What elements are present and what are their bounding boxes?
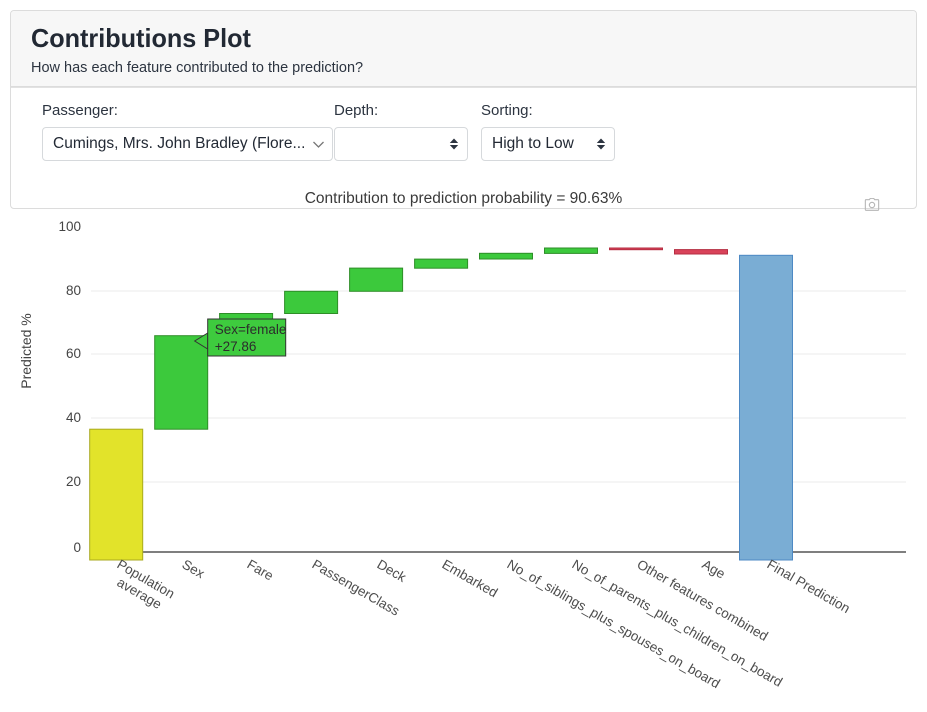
svg-text:+27.86: +27.86 (215, 339, 257, 354)
svg-text:80: 80 (66, 283, 81, 298)
svg-text:0: 0 (73, 540, 81, 555)
svg-text:100: 100 (58, 219, 81, 234)
svg-text:Sex: Sex (180, 557, 208, 582)
svg-text:Sex=female: Sex=female (215, 322, 287, 337)
svg-text:Age: Age (700, 557, 728, 582)
svg-text:Fare: Fare (245, 557, 277, 584)
svg-text:Embarked: Embarked (440, 557, 501, 601)
svg-text:40: 40 (66, 410, 81, 425)
svg-text:Final Prediction: Final Prediction (765, 557, 853, 617)
svg-text:20: 20 (66, 474, 81, 489)
svg-text:Predicted %: Predicted % (18, 313, 34, 388)
svg-text:Deck: Deck (375, 557, 409, 585)
svg-text:60: 60 (66, 346, 81, 361)
